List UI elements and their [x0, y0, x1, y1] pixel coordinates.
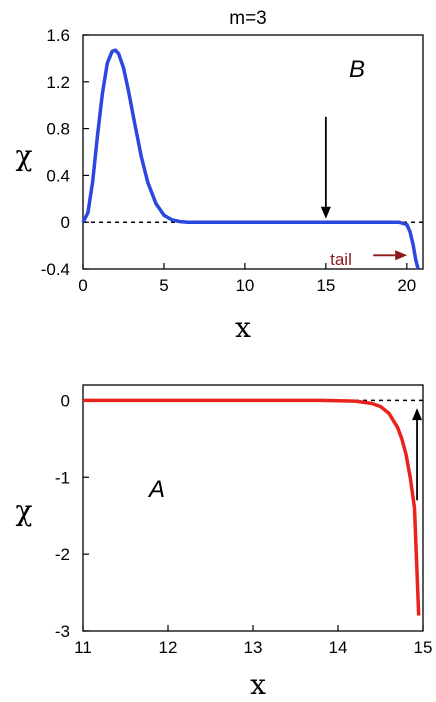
panel-b: m=3 0 5 10 15 20 -0.4 0 0.4 0.8 1.2 1.6 B tail x χ	[16, 8, 424, 344]
x-tick-label: 20	[397, 276, 416, 295]
tail-annotation: tail	[330, 250, 352, 269]
x-tick-label: 15	[316, 276, 335, 295]
panel-label-a: A	[147, 476, 165, 503]
x-tick-label: 14	[329, 638, 348, 657]
y-tick-label: 0	[61, 213, 70, 232]
y-tick-label: -1	[55, 468, 70, 487]
indicator-arrow-down	[320, 116, 331, 219]
y-tick-label: -3	[55, 622, 70, 641]
x-tick-label: 11	[74, 638, 92, 657]
x-tick-label: 5	[159, 276, 168, 295]
x-axis-label-a: x	[250, 668, 266, 701]
tail-arrow	[373, 250, 408, 261]
y-tick-label: -2	[55, 545, 70, 564]
axis-ticks-a: 11 12 13 14 15 -3 -2 -1 0	[55, 391, 433, 657]
annotation-arrows-a	[412, 408, 423, 501]
y-tick-label: -0.4	[41, 260, 70, 279]
x-tick-label: 13	[244, 638, 263, 657]
indicator-arrow-up	[412, 408, 423, 501]
y-axis-label-a: χ	[16, 494, 33, 527]
x-tick-label: 0	[78, 276, 87, 295]
panel-a: 11 12 13 14 15 -3 -2 -1 0 A x χ	[16, 384, 433, 701]
chart-title: m=3	[229, 8, 267, 29]
panel-label-b: B	[349, 56, 365, 83]
y-tick-label: 0.8	[46, 120, 70, 139]
y-axis-label-b: χ	[16, 139, 33, 172]
y-tick-label: 1.6	[46, 26, 70, 45]
y-tick-label: 1.2	[46, 73, 70, 92]
series-line-a	[83, 398, 421, 616]
x-axis-label-b: x	[235, 311, 251, 344]
series-line-b	[81, 48, 420, 270]
y-tick-label: 0.4	[46, 166, 70, 185]
x-tick-label: 15	[414, 638, 433, 657]
plot-frame-a	[82, 384, 424, 632]
x-tick-label: 10	[235, 276, 254, 295]
annotation-arrows-b	[320, 116, 408, 261]
y-tick-label: 0	[61, 391, 70, 410]
plot-frame-b	[82, 34, 424, 270]
x-tick-label: 12	[159, 638, 178, 657]
axis-ticks-b: 0 5 10 15 20 -0.4 0 0.4 0.8 1.2 1.6	[41, 26, 417, 295]
